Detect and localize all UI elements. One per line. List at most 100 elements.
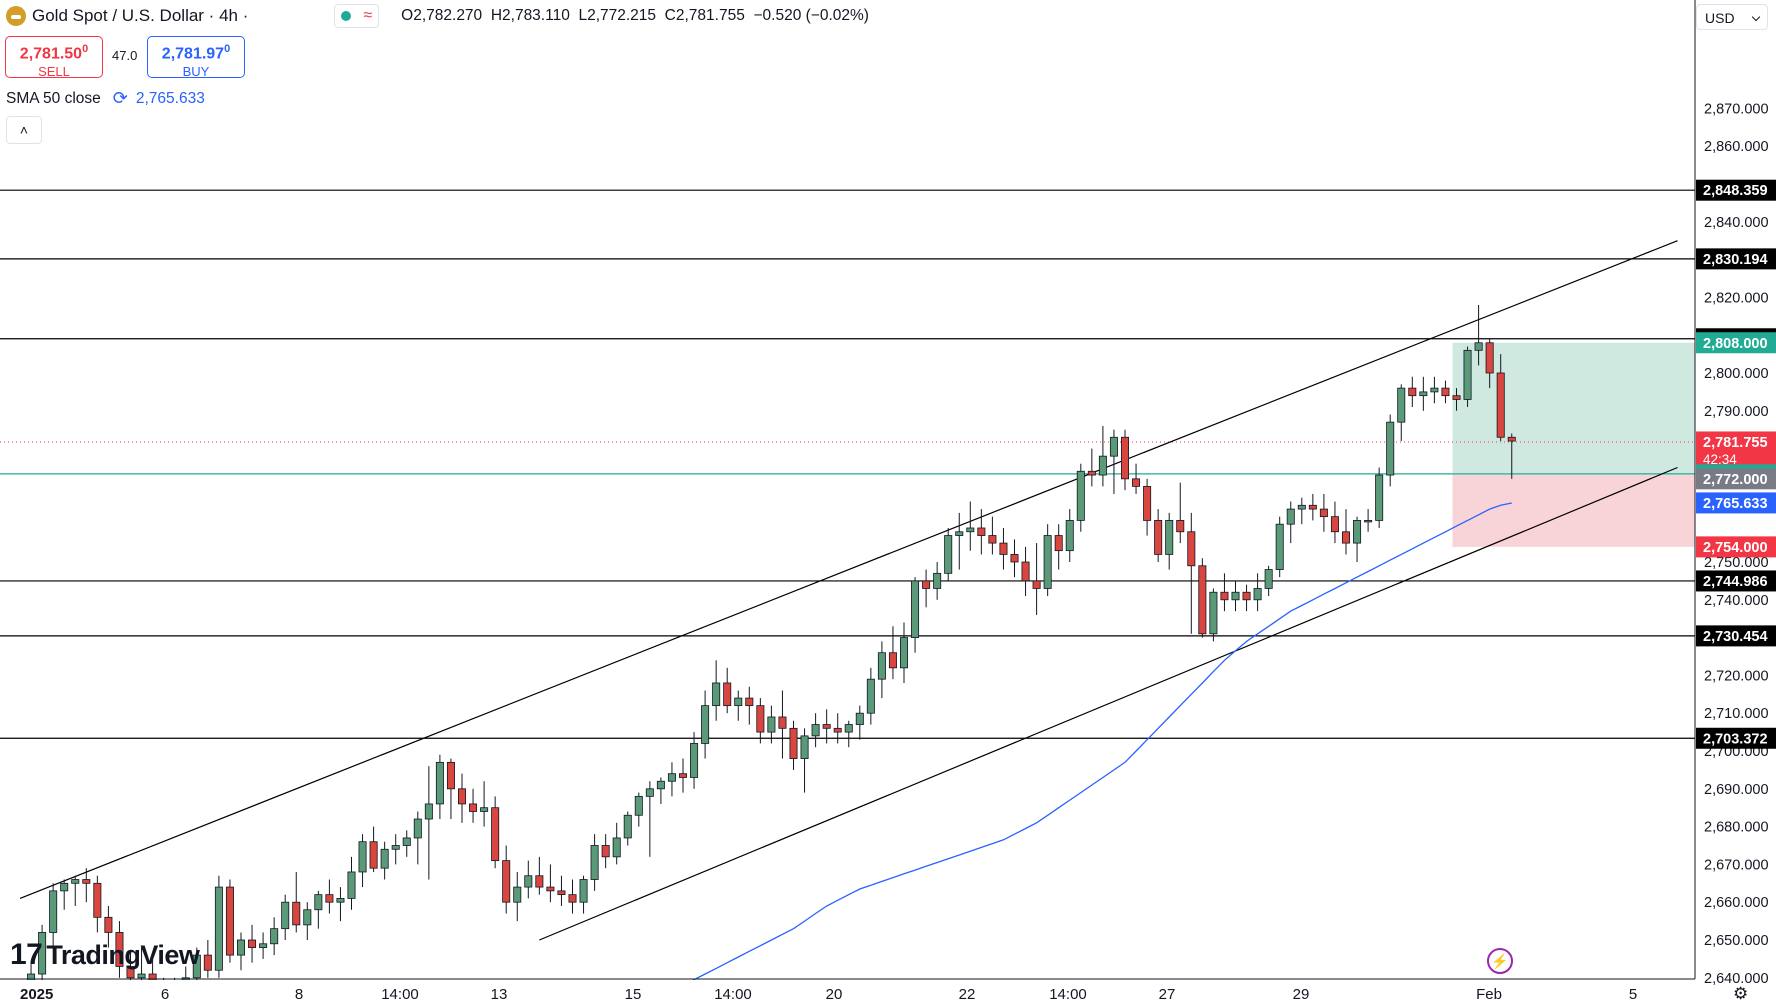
price-label-text: 2,808.000 bbox=[1703, 336, 1768, 352]
sma50-line[interactable] bbox=[660, 502, 1512, 998]
price-label-level[interactable] bbox=[1696, 625, 1776, 647]
time-tick-label: 2025 bbox=[20, 986, 53, 1003]
price-label-text: 2,781.755 bbox=[1703, 435, 1768, 451]
candle-body bbox=[71, 879, 80, 884]
channel-lower-line[interactable] bbox=[539, 466, 1678, 941]
price-label-sma[interactable] bbox=[1696, 492, 1776, 514]
candle bbox=[380, 841, 389, 880]
candle bbox=[833, 713, 842, 744]
candle-body bbox=[1198, 565, 1207, 635]
candle-body bbox=[944, 535, 953, 574]
time-tick-label: 20 bbox=[826, 986, 843, 1003]
time-axis[interactable] bbox=[0, 980, 1695, 1006]
tradingview-wordmark: TradingView bbox=[46, 939, 200, 970]
candle bbox=[977, 509, 986, 555]
market-status-pill[interactable]: ≈ bbox=[334, 4, 380, 28]
candle bbox=[1121, 429, 1130, 491]
candle bbox=[1098, 425, 1107, 487]
price-label-level[interactable] bbox=[1696, 179, 1776, 201]
candle-body bbox=[192, 954, 201, 979]
candle bbox=[1198, 558, 1207, 638]
candle-body bbox=[888, 652, 897, 669]
price-label-target[interactable] bbox=[1696, 332, 1776, 354]
candle-body bbox=[844, 724, 853, 733]
candle-body bbox=[248, 939, 257, 948]
candle bbox=[1364, 509, 1373, 532]
candle bbox=[1297, 497, 1306, 525]
candle-body bbox=[1485, 342, 1494, 374]
candle bbox=[71, 875, 80, 906]
candle-body bbox=[502, 860, 511, 903]
time-tick-label: 27 bbox=[1159, 986, 1176, 1003]
candle-body bbox=[1397, 387, 1406, 423]
candle bbox=[955, 512, 964, 570]
price-label-level[interactable] bbox=[1696, 248, 1776, 270]
candle bbox=[800, 728, 809, 793]
candle bbox=[690, 732, 699, 789]
candle bbox=[1485, 338, 1494, 389]
candle-body bbox=[1220, 591, 1229, 601]
candle-body bbox=[1154, 520, 1163, 555]
candle-body bbox=[833, 727, 842, 733]
time-tick-label: 5 bbox=[1629, 986, 1637, 1003]
candle-body bbox=[270, 928, 279, 945]
candle-body bbox=[1474, 342, 1483, 351]
candle bbox=[491, 796, 500, 869]
candle-body bbox=[446, 761, 455, 790]
candle bbox=[966, 501, 975, 551]
candle-body bbox=[866, 678, 875, 714]
price-tick-label: 2,860.000 bbox=[1704, 139, 1769, 155]
candle-body bbox=[557, 890, 566, 896]
candle-body bbox=[303, 909, 312, 926]
candle bbox=[535, 856, 544, 895]
price-label-level[interactable] bbox=[1696, 570, 1776, 592]
candle-body bbox=[1430, 387, 1439, 393]
price-label-text: 2,730.454 bbox=[1703, 629, 1768, 645]
settings-gear-icon[interactable]: ⚙ bbox=[1733, 984, 1749, 1003]
lightning-icon[interactable]: ⚡ bbox=[1487, 948, 1513, 974]
price-tick-label: 2,650.000 bbox=[1704, 933, 1769, 949]
price-label-last[interactable] bbox=[1696, 431, 1776, 470]
candle-body bbox=[1253, 588, 1262, 601]
candle bbox=[1043, 524, 1052, 597]
refresh-icon[interactable]: ⟳ bbox=[112, 88, 128, 108]
candle bbox=[756, 698, 765, 744]
candle bbox=[844, 720, 853, 748]
buy-button[interactable]: 2,781.970 BUY bbox=[147, 36, 245, 79]
candle bbox=[623, 811, 632, 846]
low-label: L bbox=[578, 7, 588, 24]
candle-body bbox=[214, 886, 223, 971]
tradingview-logo[interactable]: 17 TradingView bbox=[10, 938, 200, 972]
candle bbox=[1032, 543, 1041, 615]
candle bbox=[1253, 573, 1262, 612]
candle bbox=[1441, 380, 1450, 404]
currency-select[interactable]: USD bbox=[1696, 4, 1768, 30]
price-label-level[interactable] bbox=[1696, 727, 1776, 749]
candle-body bbox=[1507, 436, 1516, 442]
price-label-low[interactable] bbox=[1696, 468, 1776, 490]
candle bbox=[1463, 346, 1472, 408]
candle bbox=[391, 834, 400, 865]
sma-indicator-legend[interactable]: SMA 50 close ⟳ 2,765.633 bbox=[6, 88, 205, 109]
symbol-title[interactable]: Gold Spot / U.S. Dollar · 4h · bbox=[32, 6, 249, 25]
candle-body bbox=[126, 966, 135, 979]
price-label-stop[interactable] bbox=[1696, 536, 1776, 558]
candle bbox=[811, 713, 820, 748]
collapse-legend-button[interactable]: ˄ bbox=[6, 116, 42, 144]
candle bbox=[93, 875, 102, 933]
time-tick-label: 14:00 bbox=[381, 986, 419, 1003]
candle-body bbox=[236, 939, 245, 956]
candle bbox=[1408, 376, 1417, 408]
sell-button[interactable]: 2,781.500 SELL bbox=[5, 36, 103, 79]
candle bbox=[336, 887, 345, 922]
candle-body bbox=[513, 886, 522, 903]
candle bbox=[767, 705, 776, 744]
candle bbox=[1076, 463, 1085, 532]
candle-body bbox=[259, 943, 268, 948]
price-label-text: 2,744.986 bbox=[1703, 574, 1768, 590]
candle-body bbox=[1286, 508, 1295, 525]
candle-body bbox=[988, 535, 997, 544]
channel-upper-line[interactable] bbox=[19, 240, 1678, 899]
candle bbox=[1220, 573, 1229, 612]
